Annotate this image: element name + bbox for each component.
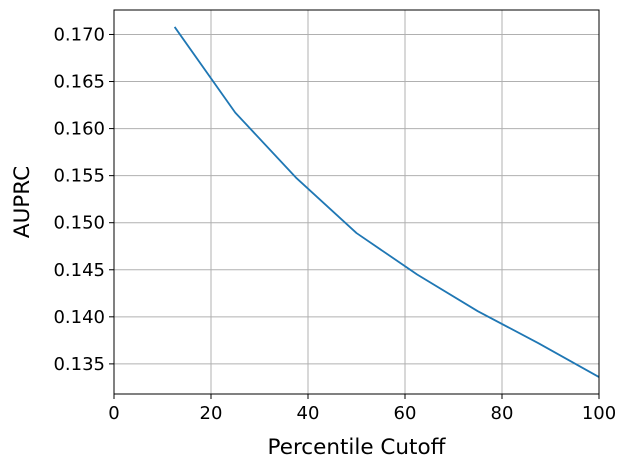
- x-tick-label: 80: [491, 403, 514, 424]
- y-tick-label: 0.150: [53, 213, 105, 234]
- x-tick-label: 0: [108, 403, 119, 424]
- y-tick-label: 0.165: [53, 72, 105, 93]
- x-tick-label: 100: [582, 403, 616, 424]
- x-tick-label: 60: [394, 403, 417, 424]
- y-tick-label: 0.135: [53, 354, 105, 375]
- plot-frame: [113, 9, 600, 395]
- x-tick-label: 20: [200, 403, 223, 424]
- x-axis-label: Percentile Cutoff: [268, 435, 447, 460]
- y-axis-ticks: 0.135 0.140 0.145 0.150 0.155 0.160 0.165 0.170: [53, 24, 114, 375]
- x-tick-label: 40: [297, 403, 320, 424]
- y-tick-label: 0.140: [53, 307, 105, 328]
- series-line: [173, 26, 600, 378]
- y-tick-label: 0.170: [53, 24, 105, 45]
- y-axis-label: AUPRC: [10, 166, 35, 238]
- y-tick-label: 0.155: [53, 166, 105, 187]
- series-layer: [173, 26, 600, 378]
- y-tick-label: 0.145: [53, 260, 105, 281]
- x-axis-ticks: 0 20 40 60 80 100: [108, 394, 616, 424]
- y-tick-label: 0.160: [53, 119, 105, 140]
